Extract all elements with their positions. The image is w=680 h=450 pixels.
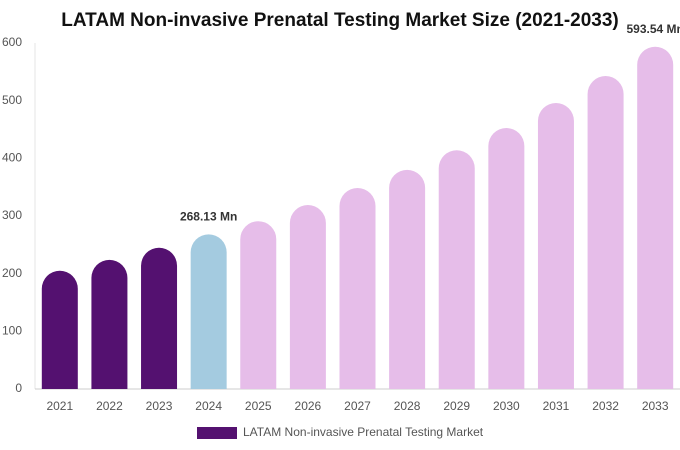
bar [637, 46, 674, 389]
bar [91, 259, 128, 389]
x-tick-label: 2025 [245, 399, 272, 413]
y-tick-label: 100 [2, 324, 22, 338]
x-tick-label: 2023 [146, 399, 173, 413]
chart-title: LATAM Non-invasive Prenatal Testing Mark… [61, 10, 619, 31]
x-tick-label: 2031 [543, 399, 570, 413]
bar [240, 221, 277, 389]
legend-label: LATAM Non-invasive Prenatal Testing Mark… [243, 425, 484, 439]
bar [438, 150, 475, 389]
bar [339, 188, 376, 389]
x-tick-label: 2022 [96, 399, 123, 413]
y-tick-label: 0 [15, 381, 22, 395]
x-tick-label: 2024 [195, 399, 222, 413]
x-tick-label: 2029 [443, 399, 470, 413]
bar [389, 169, 426, 389]
y-tick-label: 500 [2, 93, 22, 107]
x-tick-label: 2033 [642, 399, 669, 413]
y-tick-label: 200 [2, 266, 22, 280]
y-tick-label: 400 [2, 151, 22, 165]
y-tick-label: 300 [2, 208, 22, 222]
value-label: 268.13 Mn [180, 210, 237, 224]
bar [41, 270, 78, 389]
bar [141, 247, 178, 389]
y-tick-label: 600 [2, 35, 22, 49]
bar [587, 76, 624, 389]
value-label: 593.54 Mn [627, 22, 680, 36]
bar [488, 128, 525, 389]
bar [537, 102, 574, 390]
x-tick-label: 2032 [592, 399, 619, 413]
legend-swatch [197, 427, 237, 439]
x-tick-label: 2021 [46, 399, 73, 413]
x-tick-label: 2027 [344, 399, 371, 413]
x-tick-label: 2026 [295, 399, 322, 413]
x-tick-label: 2028 [394, 399, 421, 413]
bar [289, 205, 326, 389]
x-tick-label: 2030 [493, 399, 520, 413]
bar [190, 234, 227, 389]
